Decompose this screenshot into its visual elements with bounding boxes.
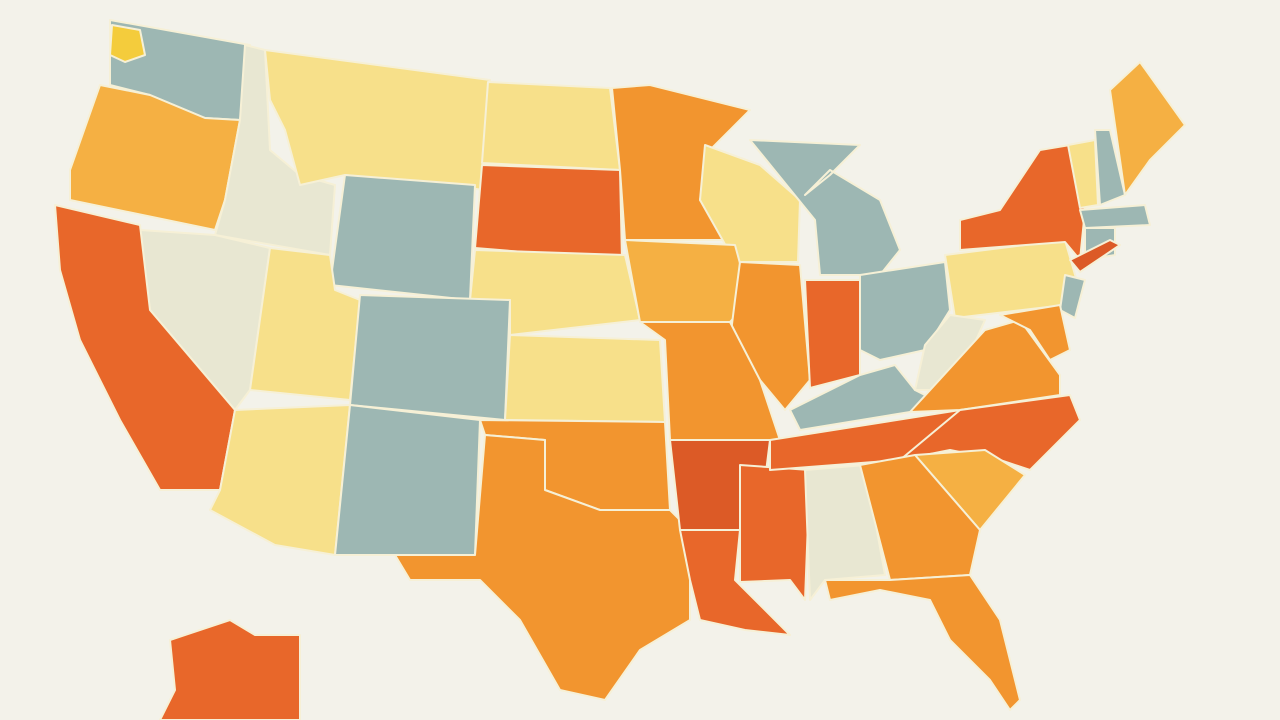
state [1067,139,1099,209]
state [1079,204,1151,229]
state [159,619,301,720]
state [804,279,861,389]
state [54,204,236,491]
state [749,139,901,276]
state [999,304,1071,361]
state [349,294,511,421]
state [474,164,623,261]
state [859,454,981,581]
states [54,19,1186,720]
state-detail [109,24,146,63]
state [624,239,751,323]
state [329,174,476,301]
state [481,81,621,171]
state [729,261,811,411]
state [1109,61,1186,196]
state [1069,239,1121,273]
state [804,464,886,601]
state [394,434,691,701]
state [504,334,666,423]
state [214,44,336,256]
state [739,464,811,601]
state [824,574,1021,711]
state [1059,274,1086,319]
state [699,144,801,263]
state [334,404,481,556]
